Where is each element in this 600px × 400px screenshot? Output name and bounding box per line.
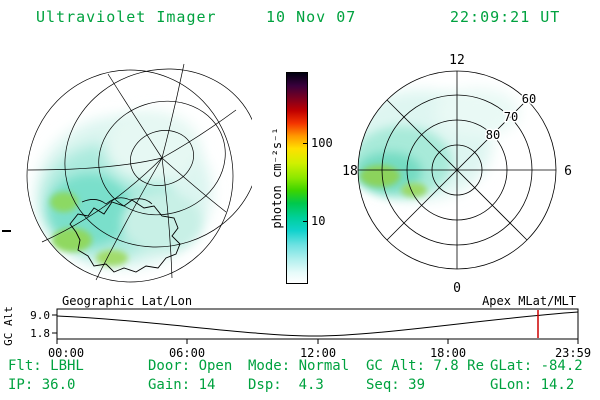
status-seq: Seq: 39 xyxy=(366,377,426,393)
mlat-70-label: 70 xyxy=(504,110,518,124)
x-tick-1800: 18:00 xyxy=(430,346,466,360)
status-dsp: Dsp: 4.3 xyxy=(248,377,324,393)
geographic-grid xyxy=(26,63,252,283)
colorbar-tick-mark-100 xyxy=(303,143,308,144)
status-glat: GLat: -84.2 xyxy=(490,358,583,374)
status-flt: Flt: LBHL xyxy=(8,358,84,374)
apex-grid xyxy=(357,70,557,270)
strip-ticks xyxy=(52,314,579,344)
x-tick-2359: 23:59 xyxy=(555,346,591,360)
status-door: Door: Open xyxy=(148,358,233,374)
strip-frame xyxy=(56,308,579,340)
mlt-6-label: 6 xyxy=(564,164,572,179)
strip-right-title: Apex MLat/MLT xyxy=(482,296,576,308)
status-ip: IP: 36.0 xyxy=(8,377,76,393)
mlat-60-label: 60 xyxy=(522,92,536,106)
status-row-1: Flt: LBHL Door: Open Mode: Normal GC Alt… xyxy=(0,358,600,374)
status-glon: GLon: 14.2 xyxy=(490,377,575,393)
x-tick-labels: 00:00 06:00 12:00 18:00 23:59 xyxy=(48,346,591,360)
app-title: Ultraviolet Imager xyxy=(36,8,217,26)
aurora-emission-geographic xyxy=(36,111,212,268)
y-axis-label: GC Alt xyxy=(2,306,15,346)
status-row-2: IP: 36.0 Gain: 14 Dsp: 4.3 Seq: 39 GLon:… xyxy=(0,377,600,393)
apex-mlat-labels: 60 70 80 xyxy=(484,91,537,144)
mlt-0-label: 0 xyxy=(453,281,461,296)
gc-alt-curve xyxy=(56,311,579,337)
colorbar-tick-mark-10 xyxy=(303,221,308,222)
mlt-18-label: 18 xyxy=(342,164,358,179)
mlt-12-label: 12 xyxy=(449,53,465,68)
status-gain: Gain: 14 xyxy=(148,377,216,393)
x-tick-0000: 00:00 xyxy=(48,346,84,360)
x-tick-0600: 06:00 xyxy=(169,346,205,360)
geographic-projection-plot xyxy=(26,63,252,283)
observation-date: 10 Nov 07 xyxy=(266,8,357,26)
mlat-80-label: 80 xyxy=(486,128,500,142)
aurora-emission-apex xyxy=(358,88,519,200)
gc-alt-strip-chart: Geographic Lat/Lon Apex MLat/MLT 9.0 1.8… xyxy=(2,296,591,360)
left-axis-tick xyxy=(2,230,11,232)
x-tick-1200: 12:00 xyxy=(300,346,336,360)
observation-time: 22:09:21 UT xyxy=(450,8,561,26)
status-gc-alt: GC Alt: 7.8 Re xyxy=(366,358,485,374)
apex-mlt-labels: 12 0 18 6 xyxy=(342,53,572,296)
apex-dial-plot: 12 0 18 6 60 70 80 xyxy=(342,53,572,296)
coastline-detail xyxy=(81,197,153,205)
y-tick-1-8: 1.8 xyxy=(30,327,50,340)
status-mode: Mode: Normal xyxy=(248,358,350,374)
strip-left-title: Geographic Lat/Lon xyxy=(62,296,192,308)
colorbar-tick-100: 100 xyxy=(311,136,333,150)
colorbar xyxy=(286,72,308,284)
coastline-antarctica xyxy=(69,199,181,273)
y-tick-9: 9.0 xyxy=(30,309,50,322)
colorbar-units-label: photon cm⁻²s⁻¹ xyxy=(270,127,284,229)
colorbar-tick-10: 10 xyxy=(311,214,326,228)
